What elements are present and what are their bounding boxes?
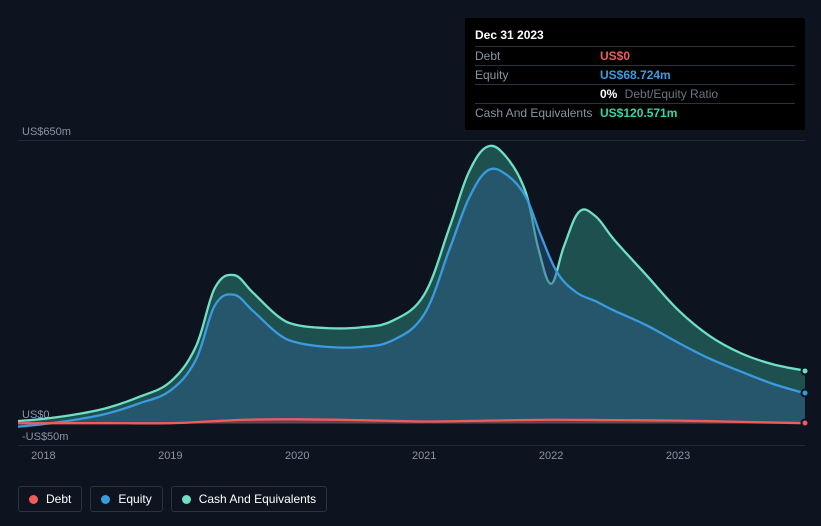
legend-dot	[182, 495, 191, 504]
tooltip-label: Cash And Equivalents	[475, 106, 600, 120]
y-axis-label: US$650m	[22, 126, 71, 138]
legend-dot	[29, 495, 38, 504]
tooltip-row: Cash And EquivalentsUS$120.571m	[475, 103, 795, 122]
x-axis-label: 2023	[666, 450, 690, 462]
legend-label: Cash And Equivalents	[199, 492, 316, 506]
tooltip-label	[475, 87, 600, 101]
tooltip-label: Debt	[475, 49, 600, 63]
tooltip-date: Dec 31 2023	[475, 26, 795, 46]
x-axis-label: 2022	[539, 450, 563, 462]
x-axis-label: 2019	[158, 450, 182, 462]
tooltip-row: EquityUS$68.724m	[475, 65, 795, 84]
tooltip-value: US$120.571m	[600, 106, 795, 120]
x-axis-label: 2021	[412, 450, 436, 462]
series-end-marker	[801, 389, 810, 398]
x-axis-label: 2020	[285, 450, 309, 462]
financial-chart	[18, 140, 805, 445]
legend-item-cash-and-equivalents[interactable]: Cash And Equivalents	[171, 486, 327, 512]
x-axis-label: 2018	[31, 450, 55, 462]
tooltip-value: 0% Debt/Equity Ratio	[600, 87, 795, 101]
legend-label: Debt	[46, 492, 71, 506]
tooltip-row: DebtUS$0	[475, 46, 795, 65]
chart-legend: Debt Equity Cash And Equivalents	[18, 486, 327, 512]
tooltip-label: Equity	[475, 68, 600, 82]
tooltip-value: US$68.724m	[600, 68, 795, 82]
legend-item-debt[interactable]: Debt	[18, 486, 82, 512]
tooltip-value: US$0	[600, 49, 795, 63]
legend-item-equity[interactable]: Equity	[90, 486, 162, 512]
series-area-equity	[18, 169, 805, 427]
data-tooltip: Dec 31 2023 DebtUS$0EquityUS$68.724m0% D…	[465, 18, 805, 130]
legend-label: Equity	[118, 492, 151, 506]
tooltip-row: 0% Debt/Equity Ratio	[475, 84, 795, 103]
legend-dot	[101, 495, 110, 504]
series-end-marker	[801, 366, 810, 375]
series-end-marker	[801, 419, 810, 428]
tooltip-suffix: Debt/Equity Ratio	[621, 87, 718, 101]
gridline	[18, 445, 805, 446]
